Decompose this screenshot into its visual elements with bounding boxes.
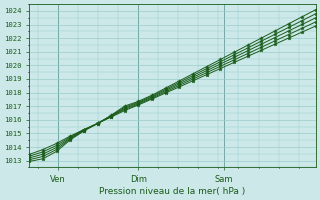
X-axis label: Pression niveau de la mer( hPa ): Pression niveau de la mer( hPa ) (100, 187, 246, 196)
